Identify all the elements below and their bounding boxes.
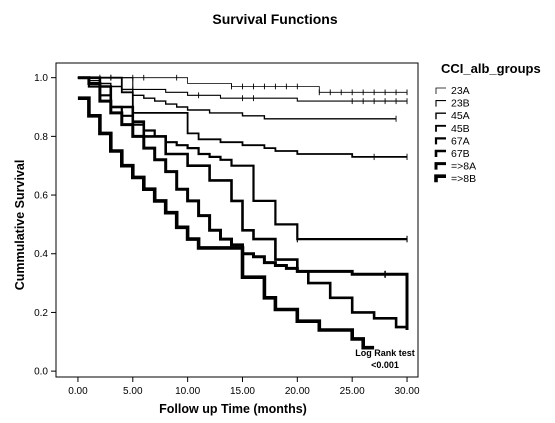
legend-item-label: 23A (451, 85, 470, 97)
x-tick-label: 20.00 (285, 386, 310, 397)
legend-swatch (434, 174, 446, 183)
legend-item-label: 67B (451, 148, 470, 160)
legend: CCI_alb_groups 23A23B45A45B67A67B=>8A=>8… (434, 61, 541, 185)
legend-swatch (434, 149, 446, 157)
legend-swatch (434, 162, 446, 170)
x-tick-label: 25.00 (340, 386, 365, 397)
y-tick-label: 0.0 (34, 367, 48, 378)
legend-swatch (435, 112, 446, 120)
legend-item-label: 23B (451, 98, 470, 110)
legend-item-label: 45A (451, 110, 470, 122)
series-line (77, 76, 407, 329)
y-tick-label: 0.8 (34, 132, 48, 143)
annotation-line-1: Log Rank test (355, 348, 415, 358)
y-tick-label: 1.0 (34, 73, 48, 84)
x-axis: 0.00 5.00 10.00 15.00 20.00 25.00 30.00 (68, 377, 420, 397)
legend-item-label: =>8B (451, 173, 476, 185)
legend-title: CCI_alb_groups (441, 61, 541, 76)
chart-title: Survival Functions (212, 11, 337, 27)
legend-swatch (434, 137, 446, 145)
legend-item-label: =>8A (451, 161, 476, 173)
legend-swatch (435, 124, 446, 132)
plot-frame (55, 62, 419, 378)
y-axis-label: Cummulative Survival (13, 160, 27, 291)
y-tick-label: 0.4 (34, 249, 48, 260)
series-line (77, 96, 375, 350)
x-tick-label: 0.00 (68, 386, 88, 397)
series-line (77, 77, 397, 120)
series-layer (77, 74, 409, 350)
x-tick-label: 10.00 (175, 386, 200, 397)
x-tick-label: 30.00 (395, 386, 420, 397)
series-line (77, 76, 409, 330)
x-axis-label: Follow up Time (months) (159, 402, 307, 416)
x-tick-label: 15.00 (230, 386, 255, 397)
x-tick-label: 5.00 (123, 386, 143, 397)
annotation-line-2: <0.001 (371, 360, 399, 370)
legend-item-label: 67A (451, 135, 470, 147)
legend-swatch (435, 100, 446, 107)
legend-item-label: 45B (451, 123, 470, 135)
y-tick-label: 0.6 (34, 191, 48, 202)
y-tick-label: 0.2 (34, 308, 48, 319)
y-axis: 0.0 0.2 0.4 0.6 0.8 1.0 (34, 73, 56, 378)
legend-swatch (435, 87, 446, 94)
